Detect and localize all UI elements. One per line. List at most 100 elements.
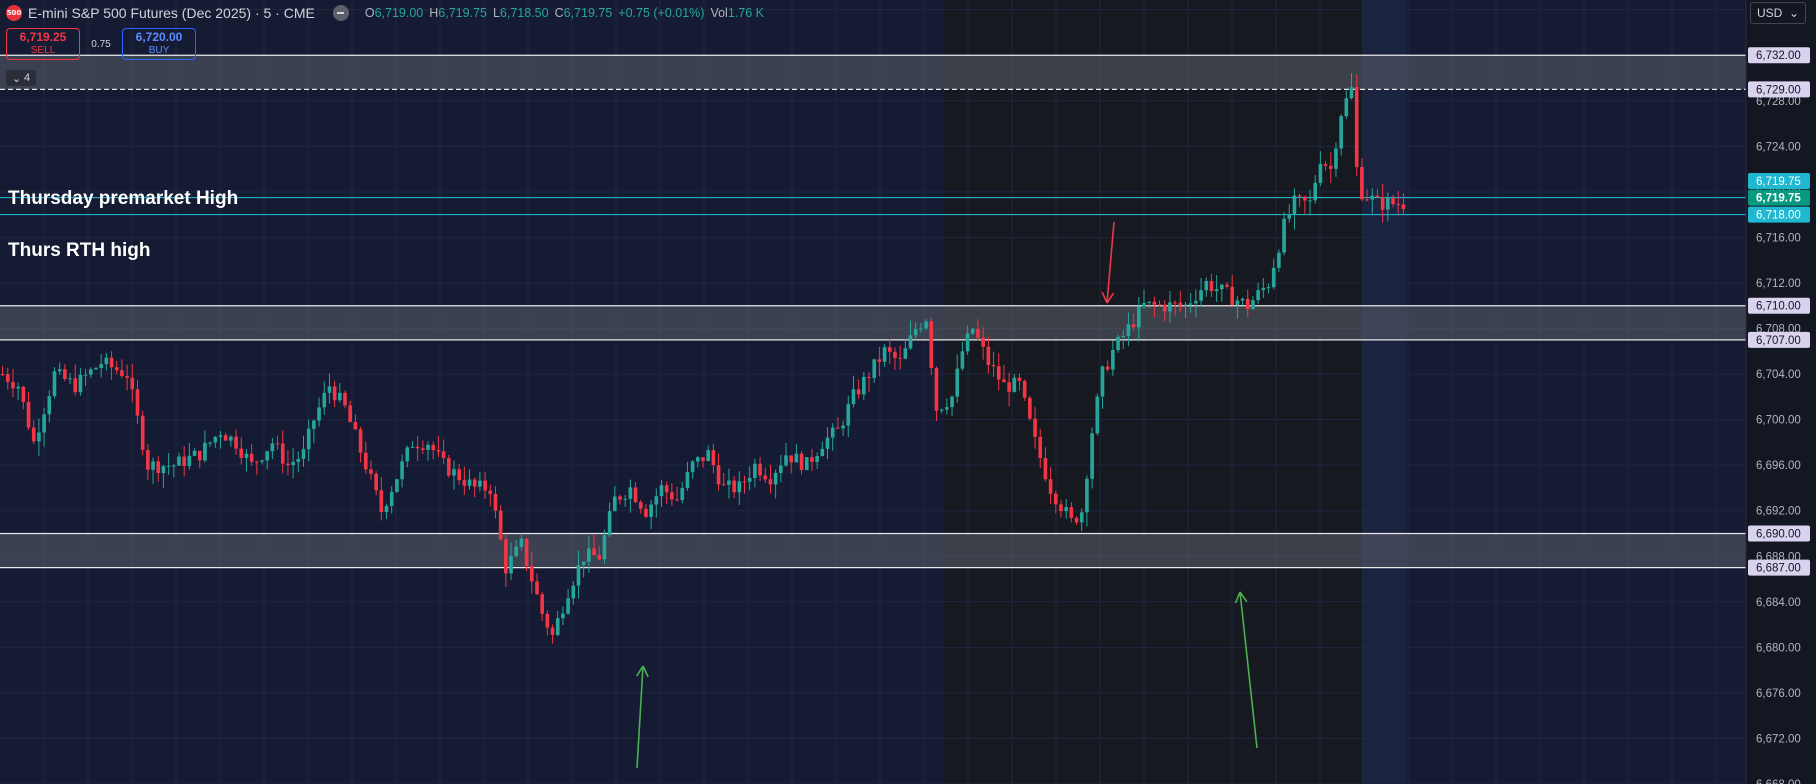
candle-body bbox=[612, 496, 617, 512]
currency-select[interactable]: USD ⌄ bbox=[1750, 2, 1806, 24]
candle-body bbox=[1370, 195, 1375, 200]
symbol-title[interactable]: E-mini S&P 500 Futures (Dec 2025) · 5 · … bbox=[28, 5, 315, 21]
candle-body bbox=[16, 386, 20, 389]
candle-body bbox=[799, 453, 804, 470]
price-label-text: 6,707.00 bbox=[1756, 335, 1801, 347]
candle-body bbox=[31, 427, 36, 442]
open-value: 6,719.00 bbox=[374, 6, 424, 20]
annotation-premarket-high: Thursday premarket High bbox=[8, 188, 239, 209]
candle-body bbox=[763, 475, 768, 480]
candle-body bbox=[747, 478, 752, 482]
candle-body bbox=[1053, 493, 1058, 505]
price-label-text: 6,687.00 bbox=[1756, 563, 1801, 575]
candle-body bbox=[223, 435, 228, 441]
candle-body bbox=[1028, 397, 1032, 419]
candle-body bbox=[965, 333, 970, 352]
arrow-down-head bbox=[1101, 291, 1108, 304]
candle-body bbox=[768, 479, 773, 485]
candle-body bbox=[42, 414, 46, 433]
candle-body bbox=[633, 487, 638, 503]
candle-body bbox=[773, 472, 778, 485]
arrow-up-right-head bbox=[1239, 591, 1248, 603]
candle-body bbox=[732, 480, 736, 493]
candle-body bbox=[467, 479, 472, 486]
candle-body bbox=[306, 428, 311, 450]
candle-body bbox=[597, 555, 602, 560]
indicators-toggle[interactable]: ⌄ 4 bbox=[6, 70, 36, 86]
candle-body bbox=[1126, 324, 1131, 336]
candle-body bbox=[623, 498, 627, 500]
candle-body bbox=[1287, 215, 1292, 219]
candle-body bbox=[1360, 167, 1364, 200]
candle-body bbox=[649, 504, 653, 517]
price-label-box bbox=[1748, 331, 1810, 348]
candle-body bbox=[265, 451, 270, 461]
candle-body bbox=[384, 505, 389, 513]
candle-body bbox=[592, 548, 596, 556]
candle-body bbox=[291, 462, 295, 466]
candle-body bbox=[1380, 197, 1385, 210]
price-zone bbox=[0, 533, 1746, 568]
candle-body bbox=[1318, 164, 1323, 183]
candle-body bbox=[1266, 287, 1271, 289]
candle-body bbox=[706, 450, 711, 462]
candle-body bbox=[913, 329, 918, 336]
candle-body bbox=[602, 535, 607, 560]
candle-body bbox=[229, 436, 233, 441]
candle-body bbox=[1292, 195, 1297, 216]
price-axis-background bbox=[1746, 0, 1816, 784]
candle-body bbox=[1313, 182, 1318, 201]
candle-body bbox=[192, 450, 197, 456]
candle-body bbox=[1328, 165, 1333, 169]
candle-body bbox=[478, 480, 482, 487]
candle-body bbox=[296, 458, 301, 463]
candle-body bbox=[514, 546, 519, 557]
candle-body bbox=[68, 378, 72, 380]
arrow-down-head bbox=[1106, 292, 1115, 304]
candle-body bbox=[1178, 302, 1183, 306]
spread-value: 0.75 bbox=[91, 38, 111, 50]
candle-body bbox=[358, 429, 363, 453]
candle-body bbox=[1064, 507, 1068, 512]
price-label-text: 6,719.75 bbox=[1756, 193, 1801, 205]
candle-body bbox=[161, 466, 166, 474]
candle-body bbox=[436, 450, 441, 452]
candle-body bbox=[135, 389, 140, 416]
candle-body bbox=[1339, 116, 1343, 149]
candle-body bbox=[312, 420, 316, 429]
price-label-box bbox=[1748, 206, 1810, 223]
candle-body bbox=[213, 436, 218, 443]
candle-body bbox=[670, 492, 674, 500]
candle-body bbox=[872, 359, 877, 379]
candle-body bbox=[146, 449, 150, 470]
candle-body bbox=[338, 392, 342, 401]
candle-body bbox=[1240, 298, 1245, 301]
sell-button[interactable]: 6,719.25 SELL bbox=[6, 28, 80, 60]
collapse-minus-icon[interactable] bbox=[332, 5, 349, 21]
candle-body bbox=[94, 368, 98, 370]
candle-body bbox=[1199, 290, 1203, 301]
candle-body bbox=[810, 457, 814, 462]
candle-body bbox=[1303, 196, 1307, 201]
candle-body bbox=[555, 618, 560, 635]
candle-body bbox=[1308, 200, 1312, 202]
candle-body bbox=[561, 613, 565, 619]
price-label-box bbox=[1748, 173, 1810, 190]
arrow-up-right-head bbox=[1234, 591, 1241, 604]
candle-body bbox=[1194, 300, 1198, 304]
candle-body bbox=[493, 493, 498, 511]
candle-body bbox=[446, 458, 451, 476]
candle-body bbox=[260, 460, 264, 462]
candle-body bbox=[566, 598, 570, 614]
candle-body bbox=[1396, 203, 1401, 205]
candle-body bbox=[529, 566, 534, 582]
candle-body bbox=[587, 548, 591, 562]
candle-body bbox=[1095, 396, 1100, 434]
candle-body bbox=[1002, 379, 1006, 383]
candle-body bbox=[1230, 286, 1235, 305]
candle-body bbox=[1043, 458, 1048, 480]
candle-body bbox=[960, 351, 965, 369]
buy-button[interactable]: 6,720.00 BUY bbox=[122, 28, 196, 60]
low-value: 6,718.50 bbox=[499, 6, 549, 20]
